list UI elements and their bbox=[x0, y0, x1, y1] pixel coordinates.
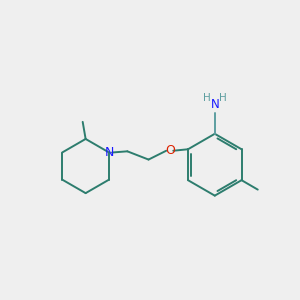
Text: O: O bbox=[165, 144, 175, 157]
Text: H: H bbox=[203, 93, 210, 103]
Text: N: N bbox=[210, 98, 219, 111]
Text: N: N bbox=[104, 146, 114, 159]
Text: H: H bbox=[219, 93, 227, 103]
